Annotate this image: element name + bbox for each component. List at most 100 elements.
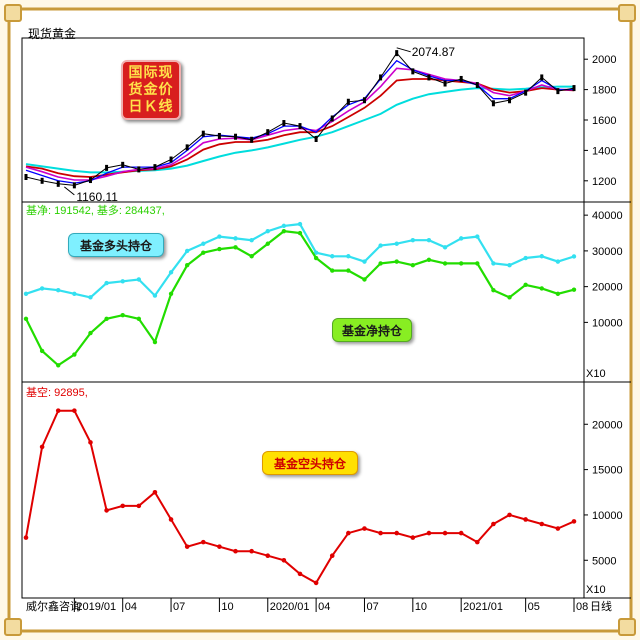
price-candle: [362, 97, 366, 104]
price-candle: [556, 88, 560, 95]
net-position-point: [39, 348, 45, 354]
price-candle: [298, 123, 302, 130]
low-annotation: 1160.11: [76, 190, 118, 204]
price-candle: [427, 74, 431, 81]
net-position-point: [523, 282, 528, 288]
price-candle: [234, 133, 238, 140]
price-candle: [411, 68, 415, 75]
net-position-point: [394, 259, 399, 264]
long-position-point: [120, 279, 125, 284]
net-position-point: [217, 246, 222, 252]
x-tick-label: 04: [318, 601, 330, 613]
short-position-point: [329, 553, 335, 559]
y-tick-label: 10000: [592, 510, 623, 522]
long-position-point: [72, 291, 77, 296]
price-candle: [40, 177, 44, 184]
short-position-point: [23, 535, 29, 540]
long-position-point: [23, 291, 29, 296]
high-annotation: 2074.87: [412, 45, 456, 59]
short-position-point: [55, 408, 61, 413]
long-position-point: [104, 280, 109, 286]
frame-corner: [618, 618, 636, 636]
x-tick-label: 10: [221, 601, 233, 613]
net-long-readout: 基净: 191542, 基多: 284437,: [26, 203, 165, 217]
short-readout: 基空: 92895,: [26, 385, 88, 399]
short-position-point: [458, 530, 464, 536]
price-candle: [572, 85, 576, 92]
price-candle: [185, 144, 189, 151]
long-position-point: [442, 245, 448, 250]
x-tick-label: 08: [576, 601, 588, 613]
net-position-point: [72, 352, 77, 357]
long-position-point: [378, 243, 383, 248]
short-position-point: [362, 526, 367, 531]
short-position-point: [297, 571, 303, 577]
net-position-point: [571, 287, 577, 292]
y-tick-label: 1200: [592, 176, 616, 188]
long-position-point: [233, 236, 238, 241]
y-tick-label: 2000: [592, 54, 616, 66]
short-position-point: [410, 535, 416, 540]
short-position-point: [120, 503, 126, 509]
short-position-point: [184, 544, 190, 549]
price-candle: [540, 74, 544, 81]
short-position-point: [394, 530, 400, 536]
long-position-point: [249, 237, 254, 243]
annotation-leader: [64, 186, 75, 196]
long-position-point: [201, 241, 206, 246]
short-position-point: [378, 530, 383, 536]
short-position-point: [491, 521, 496, 527]
price-candle: [169, 156, 173, 163]
price-candle: [443, 80, 447, 87]
short-position-point: [281, 557, 287, 563]
long-position-point: [136, 277, 142, 282]
short-position-point: [426, 530, 432, 536]
short-position-point: [136, 503, 142, 509]
net-position-point: [88, 330, 93, 336]
price-candle: [282, 120, 286, 127]
short-position-point: [265, 553, 271, 559]
net-position-badge: 基金净持仓: [332, 318, 412, 342]
net-position-point: [23, 316, 29, 322]
price-candle: [508, 97, 512, 104]
short-position-point: [571, 519, 577, 524]
short-position-point: [555, 526, 561, 531]
price-candle: [24, 174, 28, 180]
x-tick-label: 05: [528, 601, 540, 613]
long-position-point: [330, 254, 335, 259]
price-candle: [475, 82, 479, 89]
price-candle: [201, 130, 205, 137]
long-position-point: [152, 293, 158, 298]
price-candle: [137, 166, 141, 173]
net-position-point: [184, 262, 190, 268]
net-position-point: [56, 363, 61, 368]
long-position-point: [539, 254, 544, 259]
long-position-badge: 基金多头持仓: [68, 233, 164, 257]
y-tick-label: 1600: [592, 115, 616, 127]
long-position-point: [265, 229, 270, 234]
short-position-point: [152, 489, 158, 495]
y-tick-label: 5000: [592, 555, 616, 567]
long-position-point: [39, 286, 45, 291]
short-position-point: [539, 521, 545, 527]
price-candle: [217, 132, 221, 139]
source-label: 威尔鑫咨询: [26, 599, 81, 613]
y-tick-label: 1400: [592, 145, 616, 157]
price-candle: [524, 89, 528, 96]
net-position-point: [265, 241, 270, 246]
net-position-point: [201, 250, 206, 255]
long-position-point: [56, 288, 61, 293]
price-candle: [330, 115, 334, 122]
short-position-point: [442, 530, 448, 536]
net-position-point: [426, 257, 432, 263]
price-candle: [395, 50, 399, 57]
y-tick-label: 20000: [592, 282, 623, 294]
short-position-point: [474, 539, 480, 545]
long-position-point: [362, 259, 367, 264]
net-position-point: [152, 339, 158, 345]
net-position-point: [249, 254, 254, 259]
annotation-leader: [396, 47, 411, 53]
price-candle: [491, 100, 495, 107]
net-position-point: [410, 262, 416, 268]
